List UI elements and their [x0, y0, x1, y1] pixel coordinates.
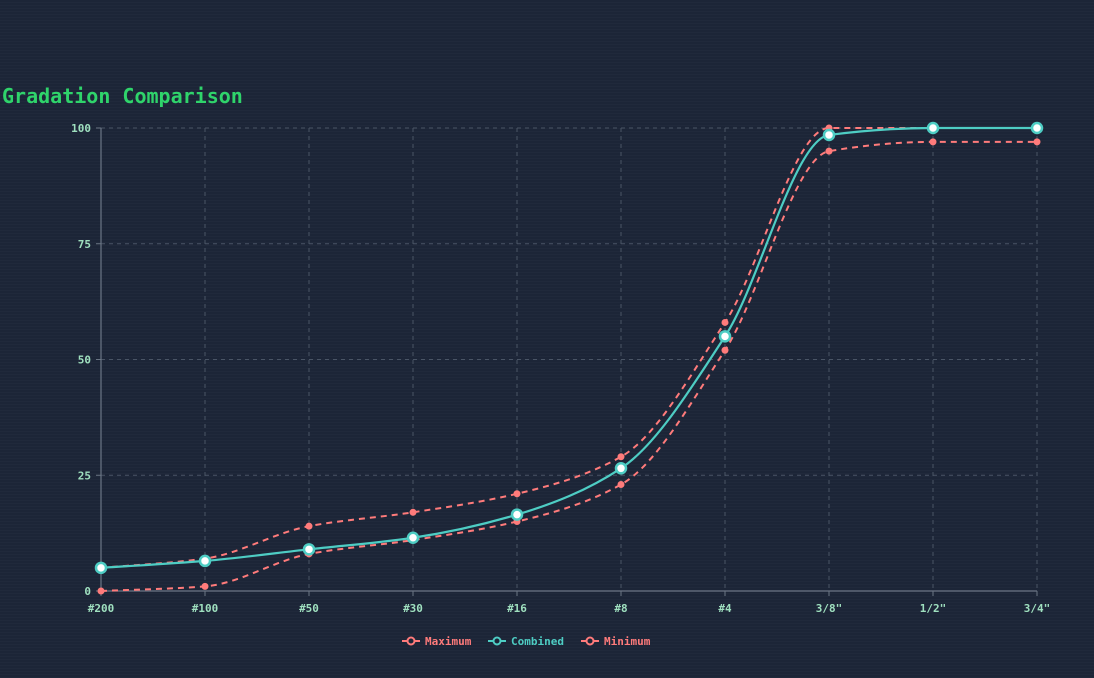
point-combined-6 — [718, 330, 732, 343]
point-combined-8 — [926, 121, 940, 135]
series-line-combined — [100, 126, 1037, 569]
x-tick-label: #8 — [614, 602, 627, 615]
x-tick-label: 3/4" — [1024, 602, 1051, 615]
legend-label-combined: Combined — [511, 635, 564, 648]
series-combined — [94, 121, 1044, 575]
series-line-maximum — [100, 126, 1037, 569]
point-combined-9 — [1030, 121, 1044, 135]
legend-item-combined: Combined — [488, 635, 564, 648]
grid — [101, 127, 1038, 591]
x-tick-label: #30 — [403, 602, 423, 615]
point-combined-4 — [510, 508, 524, 521]
x-tick-label: #100 — [192, 602, 219, 615]
y-tick-label: 75 — [78, 238, 91, 251]
y-tick-label: 0 — [84, 585, 91, 598]
series-minimum — [97, 138, 1041, 595]
point-combined-0 — [94, 561, 108, 575]
legend-label-minimum: Minimum — [604, 635, 651, 648]
point-combined-3 — [406, 531, 420, 545]
legend-label-maximum: Maximum — [425, 635, 472, 648]
legend-item-minimum: Minimum — [581, 635, 651, 648]
point-combined-7 — [822, 128, 836, 142]
point-maximum-5 — [617, 453, 625, 461]
x-tick-label: #50 — [299, 602, 319, 615]
point-minimum-0 — [97, 587, 105, 595]
y-tick-label: 25 — [78, 469, 91, 482]
point-minimum-6 — [721, 346, 729, 354]
point-maximum-4 — [513, 490, 521, 498]
point-maximum-6 — [721, 318, 729, 326]
point-minimum-9 — [1033, 138, 1041, 146]
y-tick-label: 100 — [71, 122, 91, 135]
point-maximum-2 — [305, 522, 313, 530]
legend-swatch-marker — [406, 636, 416, 646]
legend: Maximum Combined Minimum — [402, 635, 651, 648]
x-tick-label: #200 — [88, 602, 115, 615]
y-tick-label: 50 — [78, 354, 91, 367]
x-tick-label: #4 — [718, 602, 732, 615]
point-combined-5 — [614, 462, 628, 475]
point-maximum-3 — [409, 508, 417, 516]
point-minimum-7 — [825, 147, 833, 155]
series-line-minimum — [100, 140, 1037, 592]
point-minimum-8 — [929, 138, 937, 146]
point-combined-1 — [198, 554, 212, 568]
series-maximum — [97, 124, 1041, 572]
legend-item-maximum: Maximum — [402, 635, 472, 648]
point-minimum-1 — [201, 582, 209, 590]
legend-swatch-marker — [585, 636, 595, 646]
point-minimum-5 — [617, 481, 625, 489]
legend-swatch-marker — [492, 636, 502, 646]
x-tick-label: #16 — [507, 602, 527, 615]
x-tick-label: 1/2" — [920, 602, 947, 615]
x-tick-label: 3/8" — [816, 602, 843, 615]
chart-title: Gradation Comparison — [2, 84, 243, 108]
point-combined-2 — [302, 543, 316, 556]
